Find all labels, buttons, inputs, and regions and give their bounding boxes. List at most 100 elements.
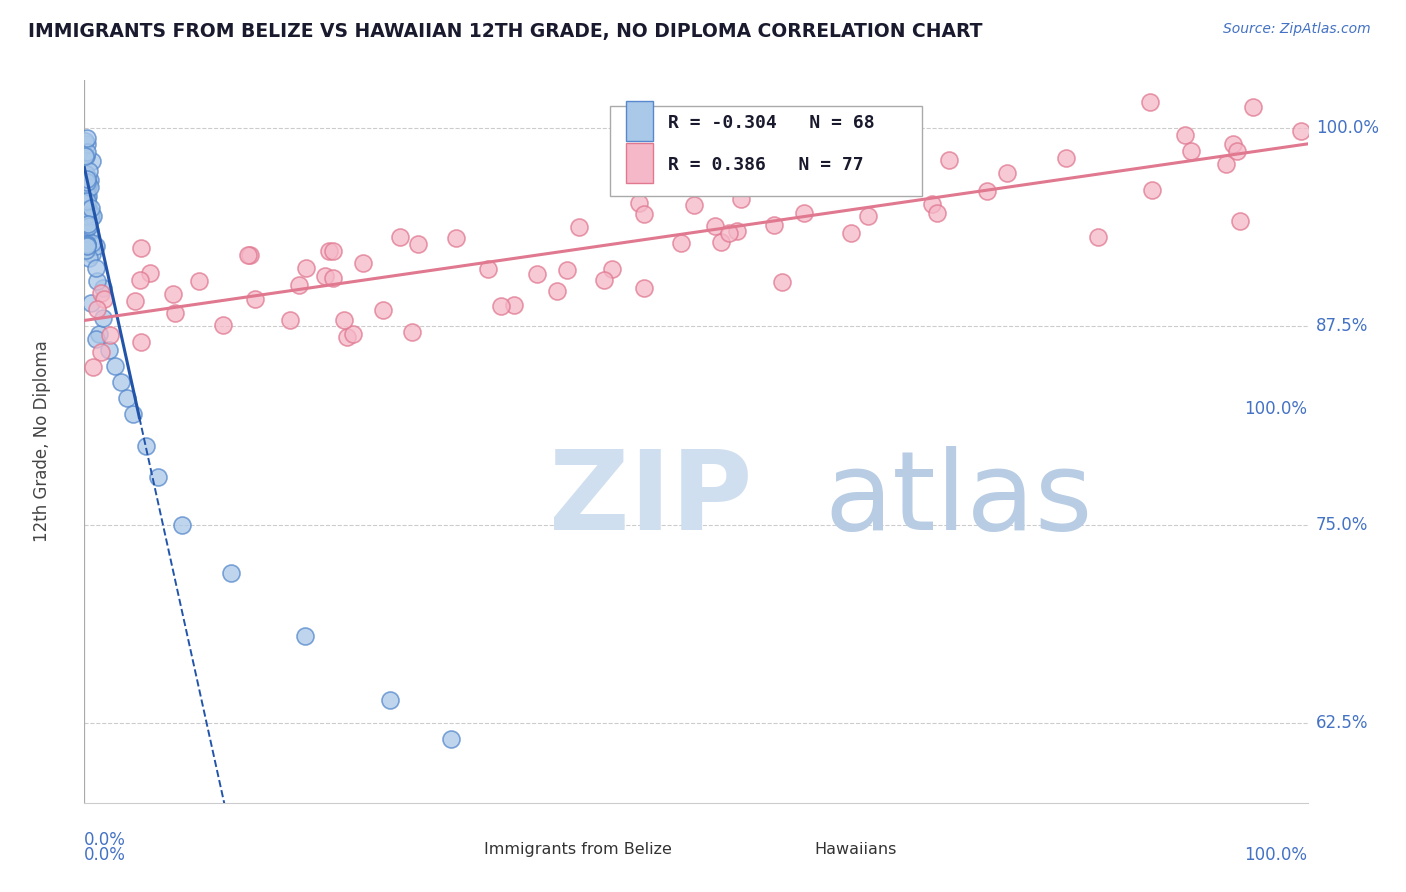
Point [76,203,98,218]
Point [75,186,97,200]
Point [91,281,114,295]
Point [633,281,655,295]
Point [77,188,100,202]
Point [444,231,467,245]
Point [770,275,793,289]
Point [1289,123,1312,137]
Point [1225,145,1247,159]
Point [704,219,727,233]
Point [162,287,184,301]
Point [839,226,862,240]
Point [371,302,394,317]
Point [318,244,340,258]
Text: 0.0%: 0.0% [84,847,127,864]
Point [128,273,150,287]
Point [76,238,98,252]
Point [75,148,97,162]
Point [93,292,115,306]
Point [73,134,96,148]
Text: ZIP: ZIP [550,446,752,553]
Point [129,334,152,349]
Point [79,296,101,310]
Point [278,312,301,326]
Point [76,238,98,252]
Point [75,235,97,249]
Point [75,167,97,181]
Point [80,201,103,215]
Text: 100.0%: 100.0% [1244,401,1308,418]
Point [322,244,344,258]
Point [1087,230,1109,244]
Point [80,206,103,220]
Text: 75.0%: 75.0% [1316,516,1368,534]
Text: 87.5%: 87.5% [1316,318,1368,335]
Point [718,227,741,241]
Point [388,229,411,244]
FancyBboxPatch shape [610,105,922,196]
Point [86,302,108,317]
FancyBboxPatch shape [626,143,654,183]
Point [75,231,97,245]
Point [110,375,132,389]
Point [75,210,97,224]
Point [336,330,359,344]
Point [76,175,98,189]
Point [489,300,512,314]
Text: R = 0.386   N = 77: R = 0.386 N = 77 [668,155,863,174]
Text: atlas: atlas [824,446,1092,553]
Text: IMMIGRANTS FROM BELIZE VS HAWAIIAN 12TH GRADE, NO DIPLOMA CORRELATION CHART: IMMIGRANTS FROM BELIZE VS HAWAIIAN 12TH … [28,22,983,41]
Point [76,243,98,257]
Point [600,262,623,277]
Point [925,205,948,219]
Point [84,332,107,346]
Text: Immigrants from Belize: Immigrants from Belize [484,842,672,857]
Point [352,256,374,270]
Point [76,171,98,186]
Point [314,269,336,284]
Point [800,134,823,148]
Text: 0.0%: 0.0% [84,831,127,849]
Point [76,145,98,159]
Point [73,178,96,193]
Point [633,207,655,221]
FancyBboxPatch shape [626,102,654,141]
Point [295,261,318,276]
Point [1174,128,1197,142]
Point [380,692,402,706]
Point [187,274,209,288]
Text: 100.0%: 100.0% [1244,847,1308,864]
Point [77,196,100,211]
Point [163,306,186,320]
Point [342,326,364,341]
Point [76,136,98,151]
Point [77,164,100,178]
Point [86,274,108,288]
Point [730,192,752,206]
Point [239,248,262,262]
Point [502,298,524,312]
Point [76,236,98,251]
Point [592,273,614,287]
Point [236,247,259,261]
Point [76,194,98,208]
Point [79,223,101,237]
Point [73,194,96,209]
Point [77,180,100,194]
Point [124,293,146,308]
Point [82,359,104,374]
Point [856,209,879,223]
Point [129,241,152,255]
Point [76,220,98,235]
Point [1140,183,1163,197]
Point [97,343,120,358]
Point [76,131,98,145]
Point [172,517,194,532]
Point [921,197,943,211]
Point [84,260,107,275]
Point [546,284,568,298]
Point [322,271,344,285]
Point [73,202,96,217]
Point [1241,100,1264,114]
FancyBboxPatch shape [776,842,804,862]
Point [77,217,100,231]
